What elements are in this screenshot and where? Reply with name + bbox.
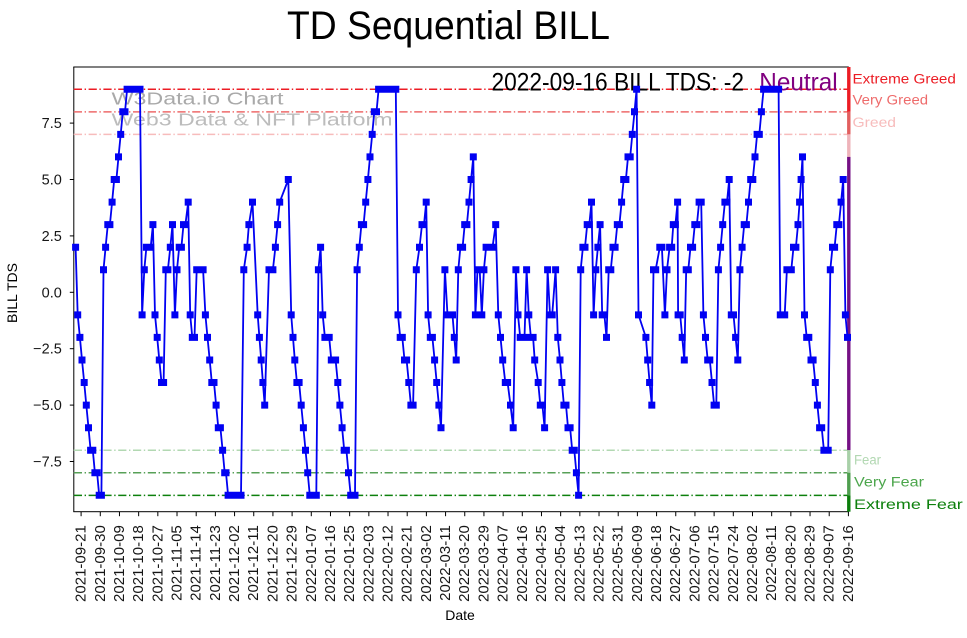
- svg-text:2022-07-15: 2022-07-15: [706, 525, 723, 602]
- svg-text:2022-03-02: 2022-03-02: [418, 525, 435, 602]
- svg-text:Web3 Data & NFT Platform: Web3 Data & NFT Platform: [112, 109, 393, 129]
- svg-text:TD Sequential BILL: TD Sequential BILL: [287, 4, 610, 48]
- svg-text:2021-12-29: 2021-12-29: [284, 525, 301, 602]
- svg-text:2022-03-20: 2022-03-20: [456, 525, 473, 602]
- svg-text:2021-12-02: 2021-12-02: [226, 525, 243, 602]
- svg-text:2022-09-16: 2022-09-16: [840, 525, 857, 602]
- svg-text:2022-06-18: 2022-06-18: [648, 525, 665, 602]
- svg-text:−5.0: −5.0: [33, 398, 62, 414]
- svg-text:2.5: 2.5: [42, 229, 62, 245]
- svg-text:2021-12-11: 2021-12-11: [245, 525, 262, 601]
- svg-text:2022-07-06: 2022-07-06: [686, 525, 703, 602]
- svg-text:2022-02-03: 2022-02-03: [360, 525, 377, 602]
- svg-text:2021-09-30: 2021-09-30: [92, 525, 109, 602]
- svg-text:2022-04-25: 2022-04-25: [533, 525, 550, 602]
- svg-text:2021-10-27: 2021-10-27: [149, 525, 166, 602]
- svg-text:2021-09-21: 2021-09-21: [73, 525, 90, 602]
- svg-text:2021-11-05: 2021-11-05: [169, 525, 186, 601]
- svg-text:2022-08-02: 2022-08-02: [744, 525, 761, 602]
- svg-text:W3Data.io Chart: W3Data.io Chart: [112, 88, 284, 108]
- svg-text:5.0: 5.0: [42, 173, 62, 189]
- svg-text:2022-01-25: 2022-01-25: [341, 525, 358, 602]
- svg-text:2021-11-14: 2021-11-14: [188, 525, 205, 601]
- svg-text:2021-10-18: 2021-10-18: [130, 525, 147, 602]
- svg-text:2022-05-22: 2022-05-22: [591, 525, 608, 602]
- svg-text:2022-04-16: 2022-04-16: [514, 525, 531, 602]
- svg-text:7.5: 7.5: [42, 116, 62, 132]
- svg-text:Fear: Fear: [854, 453, 881, 468]
- svg-text:2022-02-12: 2022-02-12: [380, 525, 397, 602]
- svg-text:2021-10-09: 2021-10-09: [111, 525, 128, 602]
- svg-text:Extreme Greed: Extreme Greed: [853, 72, 956, 87]
- svg-text:2021-12-20: 2021-12-20: [264, 525, 281, 602]
- svg-text:Greed: Greed: [853, 115, 897, 130]
- svg-text:Very Fear: Very Fear: [854, 475, 925, 490]
- svg-text:2022-03-29: 2022-03-29: [475, 525, 492, 602]
- svg-text:2022-02-21: 2022-02-21: [399, 525, 416, 602]
- svg-text:2022-06-27: 2022-06-27: [667, 525, 684, 602]
- svg-text:2022-08-20: 2022-08-20: [782, 525, 799, 602]
- svg-text:2022-03-11: 2022-03-11: [437, 525, 454, 601]
- svg-text:BILL TDS: BILL TDS: [4, 263, 20, 323]
- svg-text:2022-07-24: 2022-07-24: [725, 525, 742, 602]
- svg-text:−7.5: −7.5: [33, 455, 62, 471]
- svg-text:0.0: 0.0: [42, 285, 62, 301]
- svg-text:2022-05-31: 2022-05-31: [610, 525, 627, 602]
- svg-text:Date: Date: [445, 607, 475, 623]
- svg-text:2022-06-09: 2022-06-09: [629, 525, 646, 602]
- svg-text:Extreme Fear: Extreme Fear: [854, 497, 963, 512]
- svg-text:2022-01-16: 2022-01-16: [322, 525, 339, 602]
- svg-text:2022-08-29: 2022-08-29: [802, 525, 819, 602]
- svg-text:2022-08-11: 2022-08-11: [763, 525, 780, 601]
- svg-text:Very Greed: Very Greed: [853, 93, 929, 108]
- svg-text:2022-05-04: 2022-05-04: [552, 525, 569, 602]
- svg-text:2022-01-07: 2022-01-07: [303, 525, 320, 602]
- svg-text:−2.5: −2.5: [33, 342, 62, 358]
- svg-text:2022-09-07: 2022-09-07: [821, 525, 838, 602]
- svg-text:2022-04-07: 2022-04-07: [495, 525, 512, 602]
- svg-text:2021-11-23: 2021-11-23: [207, 525, 224, 601]
- svg-text:2022-09-16 BILL TDS: -2: 2022-09-16 BILL TDS: -2: [492, 69, 745, 97]
- svg-text:2022-05-13: 2022-05-13: [571, 525, 588, 602]
